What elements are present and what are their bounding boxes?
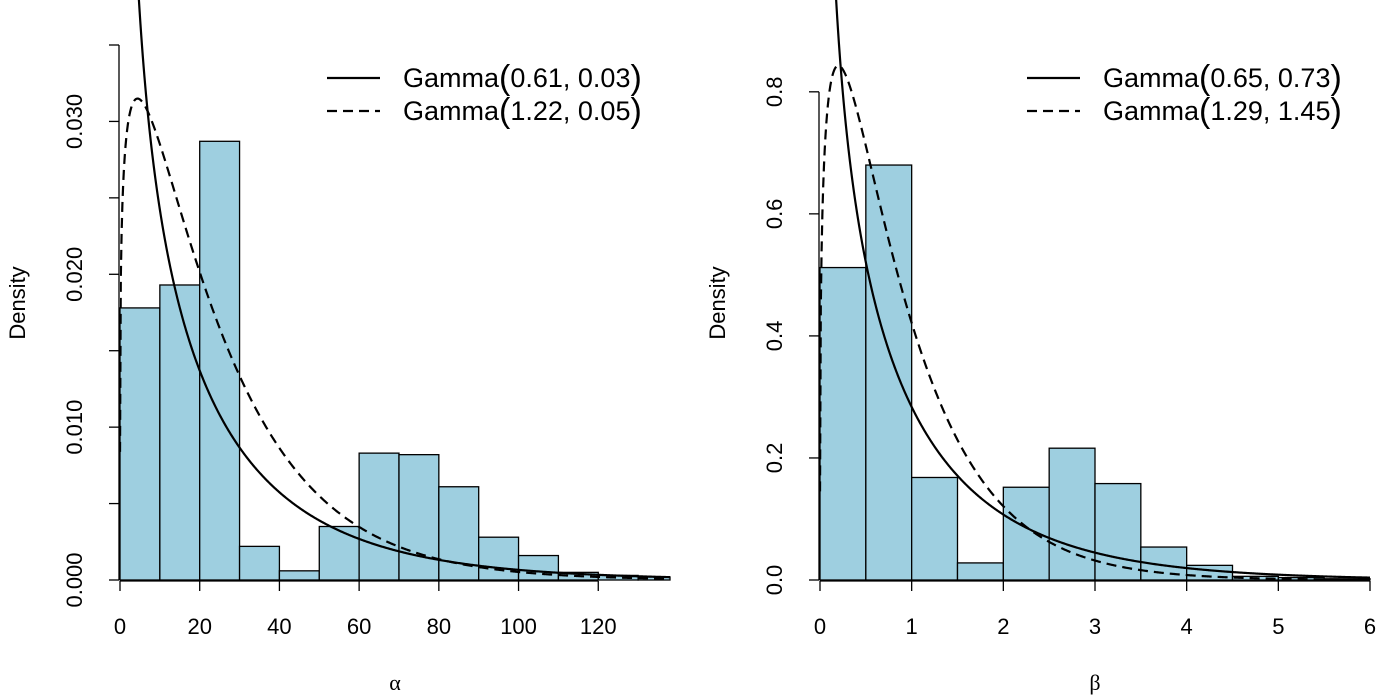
histogram-bar (1048, 447, 1096, 581)
legend-entry: Gamma(0.61, 0.03) (403, 59, 642, 97)
density-curves (820, 0, 1370, 580)
histogram-bar (819, 266, 867, 581)
histogram-bar (1002, 486, 1050, 581)
y-tick-label: 0.000 (62, 552, 87, 607)
histogram-bar (278, 570, 320, 581)
histogram-bar (1094, 482, 1142, 581)
y-tick-label: 0.020 (62, 247, 87, 302)
legend-entry: Gamma(1.22, 0.05) (403, 92, 642, 130)
legend-open-paren: ( (499, 59, 511, 97)
histogram-bar (911, 476, 959, 581)
x-tick-label: 20 (187, 614, 211, 639)
x-tick-label: 40 (267, 614, 291, 639)
beta-symbol: β (1089, 670, 1100, 695)
histogram-bar (238, 545, 281, 581)
histogram-bar (318, 525, 360, 581)
histogram-bar (956, 562, 1004, 581)
x-tick-label: 1 (906, 614, 918, 639)
legend-open-paren: ( (1199, 59, 1211, 97)
density-curves (120, 0, 670, 580)
x-tick-label: 120 (580, 614, 617, 639)
x-tick-label: 6 (1364, 614, 1376, 639)
legend-close-paren: ) (1330, 92, 1341, 130)
x-tick-label: 80 (427, 614, 451, 639)
y-tick-label: 0.6 (762, 199, 787, 230)
dashed-density-curve (820, 64, 1370, 580)
legend-params: 1.29, 1.45 (1210, 96, 1330, 126)
legend-entry: Gamma(0.65, 0.73) (1103, 59, 1342, 97)
x-tick-label: 0 (114, 614, 126, 639)
legend-gamma-word: Gamma (403, 96, 500, 126)
legend-gamma-word: Gamma (403, 63, 500, 93)
histogram-bar (119, 307, 161, 581)
y-tick-label: 0.4 (762, 321, 787, 352)
legend-entry: Gamma(1.29, 1.45) (1103, 92, 1342, 130)
y-axis-label: Density (5, 266, 30, 339)
x-tick-label: 100 (500, 614, 537, 639)
y-tick-label: 0.8 (762, 77, 787, 108)
legend-open-paren: ( (499, 92, 511, 130)
legend-params: 0.65, 0.73 (1210, 63, 1330, 93)
y-tick-label: 0.010 (62, 400, 87, 455)
histogram-bar (478, 536, 520, 581)
x-tick-label: 2 (997, 614, 1009, 639)
dashed-density-curve (120, 97, 670, 580)
histogram-bar (199, 140, 241, 581)
histogram-bar (517, 554, 560, 581)
beta-histogram-panel: 0 1 2 3 4 5 6 0.0 0.2 0.4 0.6 0.8 Density β Gamma(0.65… (705, 0, 1376, 695)
x-tick-label: 3 (1089, 614, 1101, 639)
y-tick-label: 0.2 (762, 443, 787, 474)
histogram-bar (159, 284, 201, 581)
legend-params: 1.22, 0.05 (510, 96, 630, 126)
x-tick-label: 5 (1272, 614, 1284, 639)
histogram-bar (398, 454, 440, 581)
y-axis-label: Density (705, 266, 730, 339)
alpha-symbol: α (389, 670, 401, 695)
legend-close-paren: ) (630, 59, 641, 97)
legend-gamma-word: Gamma (1103, 63, 1200, 93)
x-tick-label: 60 (347, 614, 371, 639)
legend-close-paren: ) (630, 92, 641, 130)
alpha-histogram-panel: 0 20 40 60 80 100 120 0.000 0.010 0.020 0.030 Densi… (5, 0, 671, 695)
y-tick-label: 0.0 (762, 565, 787, 596)
legend-open-paren: ( (1199, 92, 1211, 130)
solid-density-curve (137, 0, 670, 579)
y-tick-label: 0.030 (62, 94, 87, 149)
histogram-bar (358, 452, 400, 581)
legend-params: 0.61, 0.03 (510, 63, 630, 93)
x-tick-label: 0 (814, 614, 826, 639)
histogram-bar (865, 164, 913, 581)
x-tick-label: 4 (1181, 614, 1193, 639)
legend-close-paren: ) (1330, 59, 1341, 97)
legend-gamma-word: Gamma (1103, 96, 1200, 126)
solid-density-curve (835, 0, 1370, 579)
